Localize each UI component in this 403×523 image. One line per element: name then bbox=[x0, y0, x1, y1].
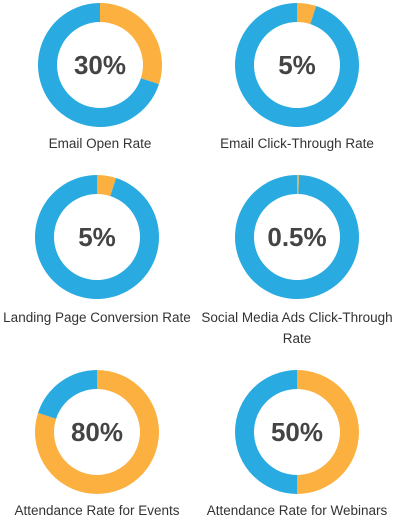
donut-slice-0 bbox=[100, 3, 162, 85]
metric-label: Attendance Rate for Webinars bbox=[206, 503, 388, 518]
donut-slice-0 bbox=[297, 175, 299, 195]
donut-svg bbox=[35, 370, 159, 494]
donut-chart: 50% bbox=[235, 370, 359, 494]
donut-slice-0 bbox=[97, 175, 117, 197]
percent-value: 0.5% bbox=[267, 222, 327, 252]
donut-chart: 5% bbox=[35, 175, 159, 299]
donut-slice-1 bbox=[38, 370, 97, 419]
donut-slice-1 bbox=[235, 3, 359, 127]
donut-chart: 80% bbox=[35, 370, 159, 494]
donut-slice-1 bbox=[35, 175, 159, 299]
donut-slice-1 bbox=[38, 3, 159, 127]
donut-chart: 0.5% bbox=[235, 175, 359, 299]
donut-chart: 5% bbox=[235, 3, 359, 127]
percent-value: 30% bbox=[73, 50, 127, 80]
percent-value: 5% bbox=[78, 222, 116, 252]
donut-svg bbox=[235, 3, 359, 127]
donut-svg bbox=[35, 175, 159, 299]
metric-label: Attendance Rate for Events bbox=[14, 503, 180, 518]
donut-slice-1 bbox=[235, 370, 297, 494]
donut-svg bbox=[38, 3, 162, 127]
metric-tile-landing-conversion: 5% Landing Page Conversion Rate bbox=[0, 175, 200, 355]
donut-slice-0 bbox=[35, 370, 159, 494]
donut-slice-0 bbox=[297, 370, 359, 494]
metric-tile-email-open: 30% Email Open Rate bbox=[0, 3, 200, 173]
donut-slice-1 bbox=[235, 175, 359, 299]
donut-svg bbox=[235, 175, 359, 299]
metric-label: Social Media Ads Click-Through Rate bbox=[201, 310, 393, 346]
percent-value: 50% bbox=[270, 417, 324, 447]
donut-chart: 30% bbox=[38, 3, 162, 127]
donut-slice-0 bbox=[297, 3, 317, 25]
donut-svg bbox=[235, 370, 359, 494]
metric-label: Email Click-Through Rate bbox=[220, 136, 374, 151]
percent-value: 80% bbox=[70, 417, 124, 447]
percent-value: 5% bbox=[278, 50, 316, 80]
metric-label: Landing Page Conversion Rate bbox=[3, 310, 191, 325]
metric-tile-events-attendance: 80% Attendance Rate for Events bbox=[0, 370, 200, 523]
metric-tile-social-ads-ctr: 0.5% Social Media Ads Click-Through Rate bbox=[197, 175, 397, 355]
metric-label: Email Open Rate bbox=[48, 136, 152, 151]
metric-tile-email-ctr: 5% Email Click-Through Rate bbox=[197, 3, 397, 173]
metric-tile-webinars-attendance: 50% Attendance Rate for Webinars bbox=[197, 370, 397, 523]
